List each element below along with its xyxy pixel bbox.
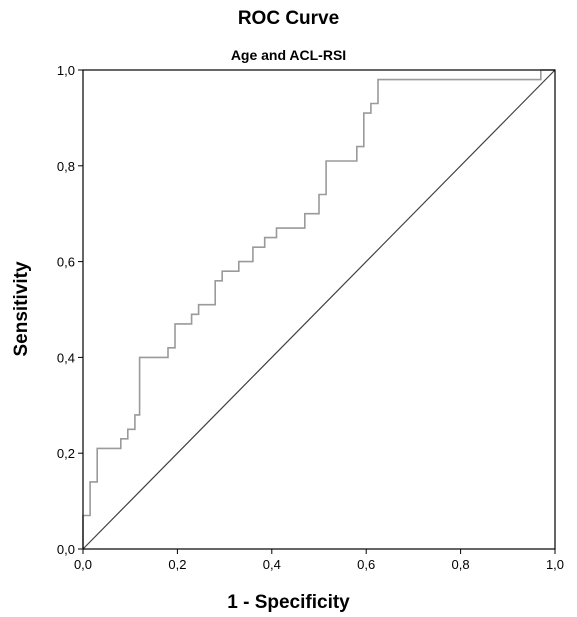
- y-tick-label: 0,0: [57, 542, 75, 557]
- x-tick-label: 0,2: [168, 557, 186, 572]
- y-tick-label: 1,0: [57, 63, 75, 78]
- y-tick-label: 0,8: [57, 159, 75, 174]
- roc-curve-line: [82, 69, 555, 549]
- plot-frame: [82, 69, 556, 550]
- x-tick-label: 0,4: [263, 557, 281, 572]
- chart-subtitle: Age and ACL-RSI: [230, 47, 347, 63]
- y-tick-label: 0,2: [57, 446, 75, 461]
- reference-diagonal-line: [82, 69, 556, 550]
- x-tick-label: 0,0: [74, 557, 92, 572]
- x-tick-label: 0,8: [452, 557, 470, 572]
- x-tick-label: 1,0: [546, 557, 564, 572]
- x-tick-label: 0,6: [357, 557, 375, 572]
- axis-ticks: 0,0 0,2 0,4 0,6 0,8 1,0 0,0 0,2 0,4 0,6 0,8 1,0: [57, 63, 564, 572]
- series-layer: [82, 69, 556, 550]
- x-axis-label: 1 - Specificity: [227, 592, 350, 613]
- y-tick-label: 0,4: [57, 350, 75, 365]
- y-tick-label: 0,6: [57, 255, 75, 270]
- chart-title: ROC Curve: [237, 8, 340, 29]
